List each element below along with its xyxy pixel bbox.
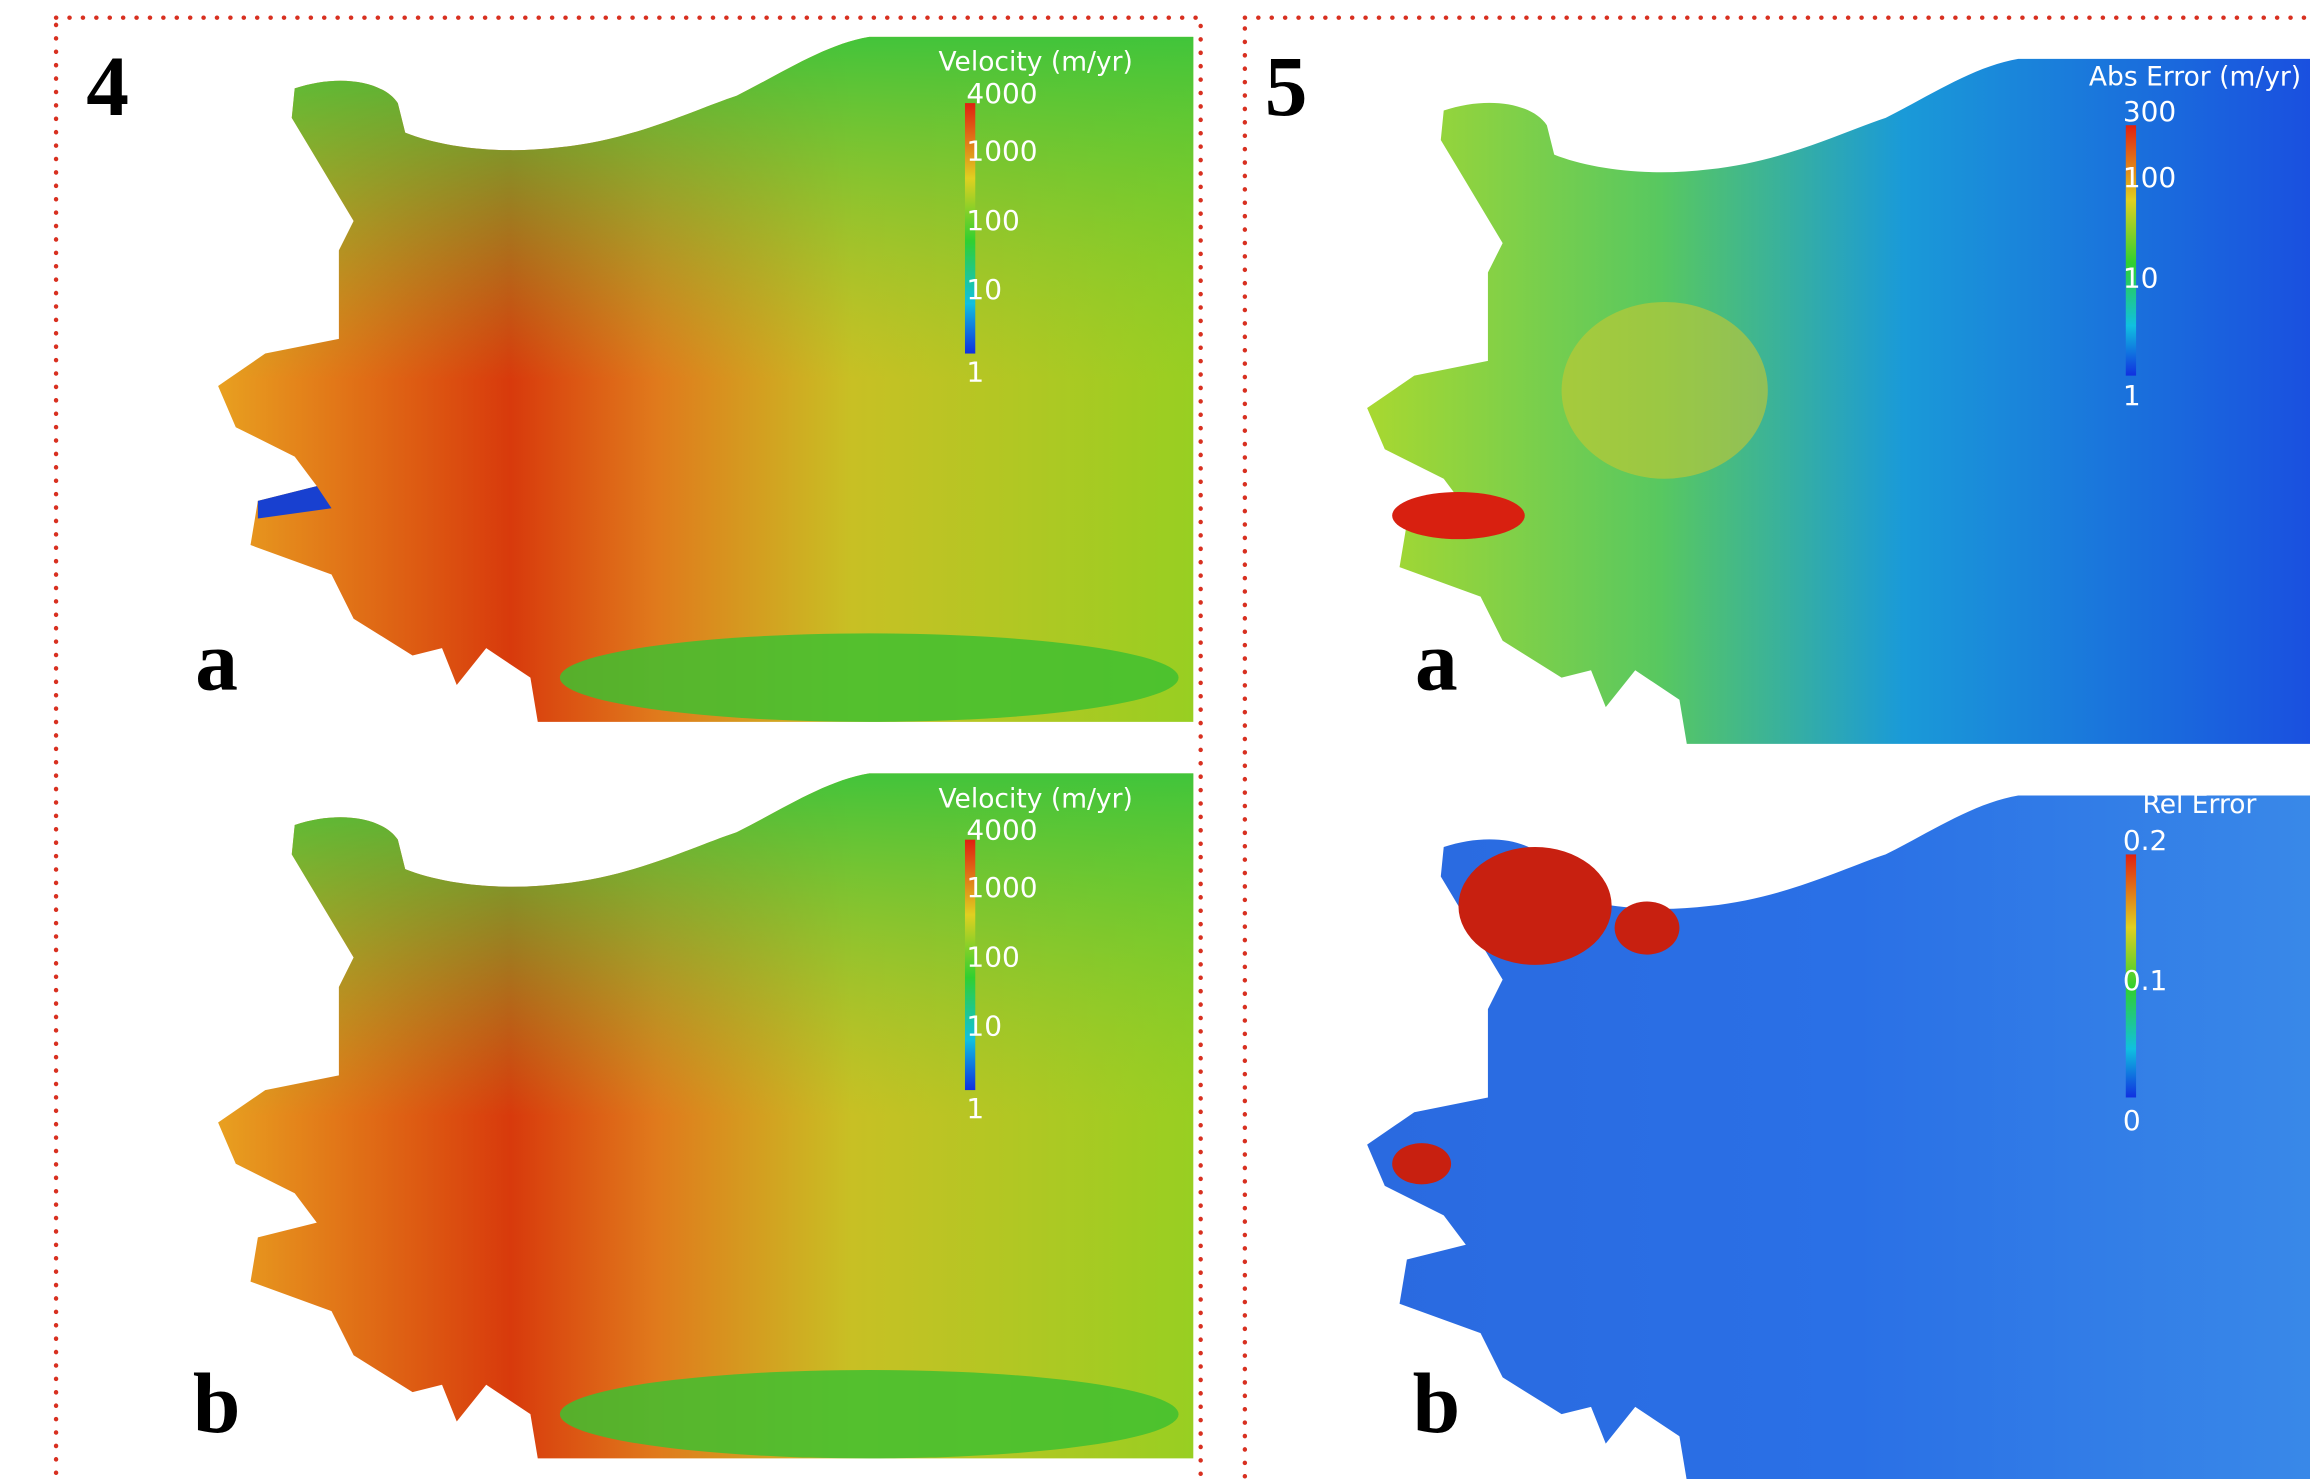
- colorbar-tick-label: 300: [2123, 95, 2176, 128]
- panel-number: 5: [1265, 40, 1308, 134]
- colorbar-tick-label: 1: [966, 1092, 984, 1125]
- rel-error-map: [1367, 795, 2310, 1479]
- colorbar-tick-label: 100: [966, 204, 1019, 237]
- colorbar-tick-label: 1: [2123, 379, 2141, 412]
- map-label: a: [195, 614, 238, 708]
- map-label: b: [193, 1357, 241, 1451]
- colorbar-title: Abs Error (m/yr): [2089, 61, 2301, 92]
- map-label: a: [1415, 614, 1458, 708]
- colorbar-tick-label: 10: [966, 273, 1002, 306]
- velocity-map: [218, 37, 1193, 722]
- colorbar-tick-label: 100: [966, 940, 1019, 973]
- colorbar-tick-label: 1000: [966, 871, 1037, 904]
- colorbar-title: Velocity (m/yr): [938, 47, 1132, 78]
- figure: 4aVelocity (m/yr)40001000100101bVelocity…: [0, 0, 2310, 1479]
- panel-number: 4: [86, 40, 129, 134]
- map-label: b: [1413, 1357, 1461, 1451]
- colorbar-tick-label: 4000: [966, 814, 1037, 847]
- colorbar-tick-label: 0.1: [2123, 964, 2167, 997]
- colorbar-title: Rel Error: [2142, 789, 2256, 820]
- colorbar-tick-label: 1000: [966, 135, 1037, 168]
- colorbar-tick-label: 10: [2123, 261, 2159, 294]
- colorbar-tick-label: 0: [2123, 1104, 2141, 1137]
- velocity-map: [218, 773, 1193, 1458]
- colorbar-tick-label: 10: [966, 1010, 1002, 1043]
- colorbar-tick-label: 100: [2123, 161, 2176, 194]
- colorbar-tick-label: 1: [966, 356, 984, 389]
- colorbar-title: Velocity (m/yr): [938, 783, 1132, 814]
- colorbar-tick-label: 4000: [966, 77, 1037, 110]
- colorbar-tick-label: 0.2: [2123, 824, 2167, 857]
- page: {"panels": [ {"number": "4", "maps": [ {…: [0, 0, 2310, 1479]
